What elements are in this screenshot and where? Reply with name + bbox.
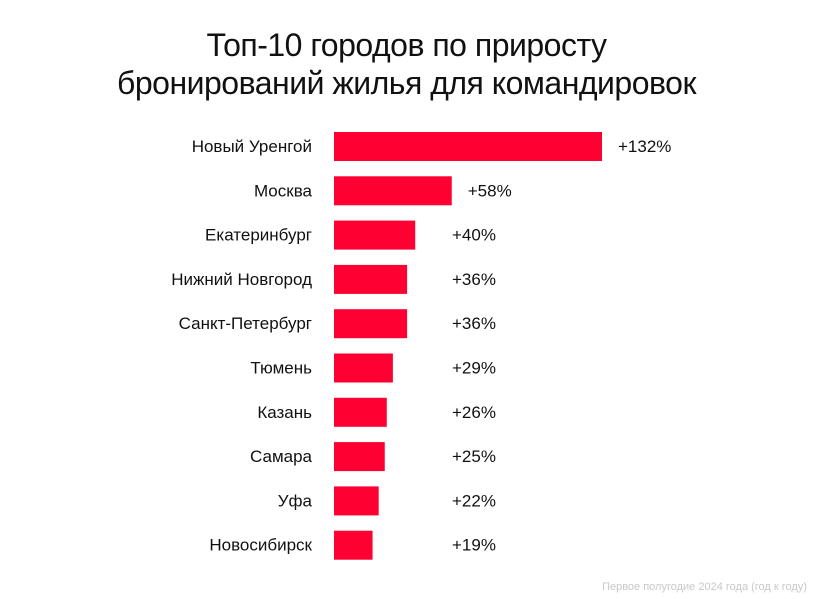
value-label: +36% xyxy=(452,270,496,289)
value-label: +26% xyxy=(452,403,496,422)
bar xyxy=(334,442,385,472)
bar-row: Екатеринбург +40% xyxy=(205,220,496,250)
bar-row: Новый Уренгой +132% xyxy=(192,132,671,161)
bar-row: Нижний Новгород +36% xyxy=(171,264,496,294)
value-label: +29% xyxy=(452,359,496,378)
chart-title-line-1: Топ-10 городов по приросту xyxy=(206,27,607,63)
category-label: Нижний Новгород xyxy=(171,270,312,289)
chart-title: Топ-10 городов по приросту бронирований … xyxy=(0,26,813,102)
bar-row: Новосибирск +19% xyxy=(209,530,496,560)
bar-row: Тюмень +29% xyxy=(250,353,496,383)
bar-row: Казань +26% xyxy=(257,397,496,427)
category-label: Москва xyxy=(254,181,313,200)
bar xyxy=(334,530,373,560)
bar xyxy=(334,220,416,250)
bar xyxy=(334,132,602,161)
value-label: +40% xyxy=(452,226,496,245)
category-label: Казань xyxy=(257,403,312,422)
category-label: Тюмень xyxy=(250,359,312,378)
chart-title-line-2: бронирований жилья для командировок xyxy=(117,65,696,101)
bar-row: Самара +25% xyxy=(250,442,496,472)
category-label: Самара xyxy=(250,447,313,466)
value-label: +36% xyxy=(452,314,496,333)
category-label: Уфа xyxy=(278,491,313,510)
category-label: Екатеринбург xyxy=(205,226,312,245)
bar xyxy=(334,264,408,294)
category-label: Санкт-Петербург xyxy=(179,314,312,333)
value-label: +22% xyxy=(452,491,496,510)
chart-footnote: Первое полугодие 2024 года (год к году) xyxy=(602,581,807,593)
bar xyxy=(334,176,452,206)
bar-row: Москва +58% xyxy=(254,176,512,206)
bar xyxy=(334,309,408,339)
value-label: +58% xyxy=(468,181,512,200)
value-label: +132% xyxy=(618,137,671,156)
value-label: +19% xyxy=(452,536,496,555)
bar-row: Уфа +22% xyxy=(278,486,496,516)
category-label: Новый Уренгой xyxy=(192,137,312,156)
bar xyxy=(334,353,393,383)
bar-row: Санкт-Петербург +36% xyxy=(179,309,496,339)
category-label: Новосибирск xyxy=(209,536,312,555)
bar xyxy=(334,397,387,427)
bar xyxy=(334,486,379,516)
value-label: +25% xyxy=(452,447,496,466)
